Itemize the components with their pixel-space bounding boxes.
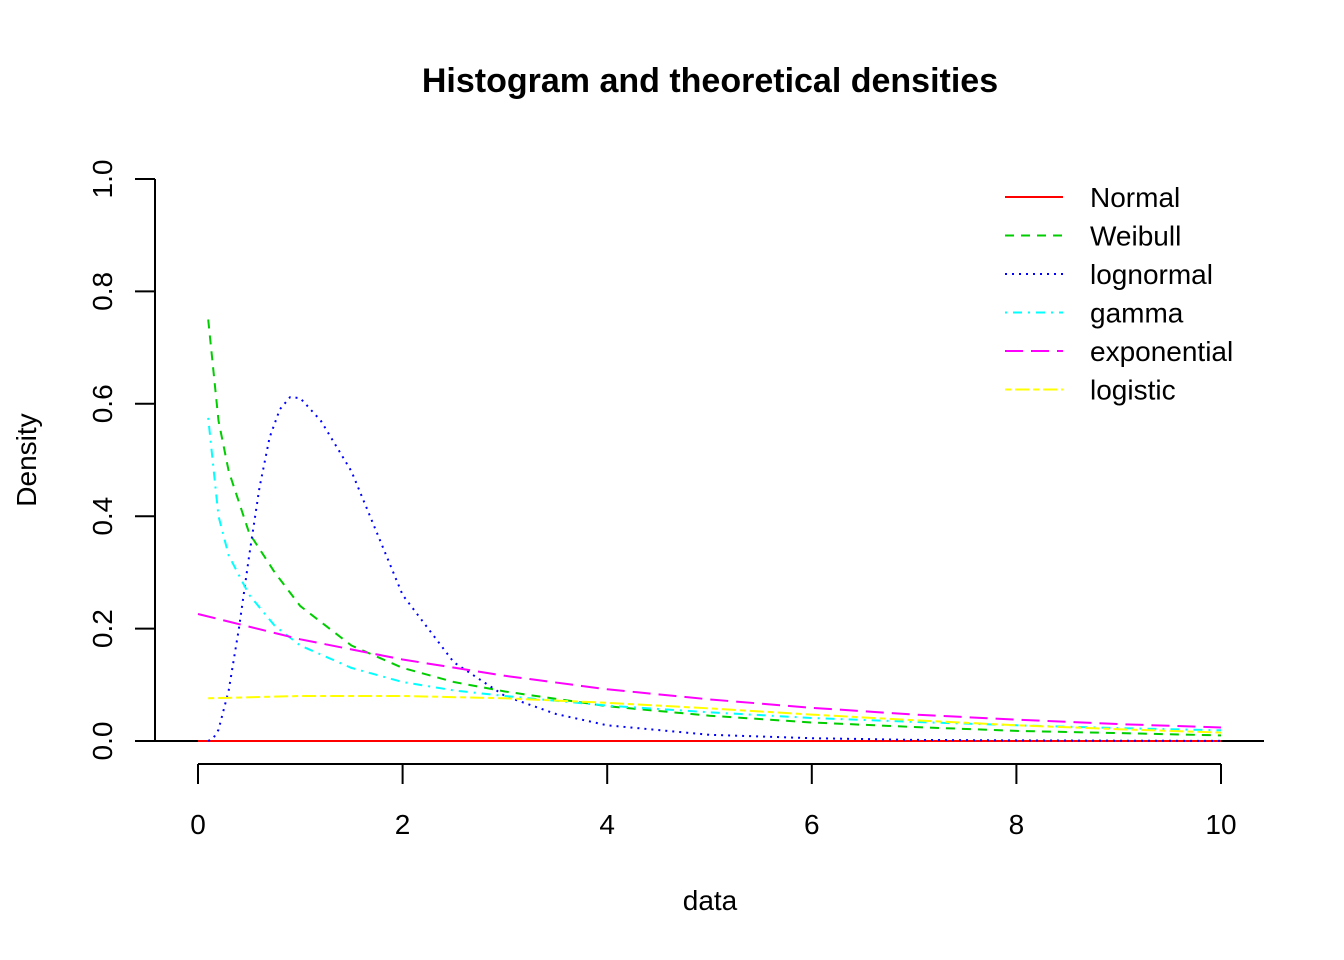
x-axis-label: data bbox=[683, 885, 738, 916]
x-tick-label: 0 bbox=[190, 809, 206, 840]
y-tick-label: 0.2 bbox=[87, 609, 118, 648]
legend-label-exponential: exponential bbox=[1090, 336, 1233, 367]
x-tick-label: 6 bbox=[804, 809, 820, 840]
legend-label-weibull: Weibull bbox=[1090, 221, 1181, 252]
legend-label-lognormal: lognormal bbox=[1090, 259, 1213, 290]
y-tick-label: 0.4 bbox=[87, 497, 118, 536]
series-line-logistic bbox=[208, 695, 1222, 734]
legend-label-normal: Normal bbox=[1090, 182, 1180, 213]
series-group bbox=[197, 319, 1222, 742]
legend: Normal Weibull lognormal gamma exponential lo… bbox=[1005, 182, 1233, 406]
legend-label-logistic: logistic bbox=[1090, 375, 1176, 406]
legend-label-gamma: gamma bbox=[1090, 298, 1184, 329]
x-tick-label: 2 bbox=[395, 809, 411, 840]
y-tick-label: 0.0 bbox=[87, 722, 118, 761]
x-tick-label: 4 bbox=[599, 809, 615, 840]
y-tick-label: 0.6 bbox=[87, 384, 118, 423]
series-line-gamma bbox=[207, 417, 1222, 732]
series-line-lognormal bbox=[207, 396, 1222, 742]
x-tick-label: 8 bbox=[1009, 809, 1025, 840]
x-tick-label: 10 bbox=[1205, 809, 1236, 840]
chart-title: Histogram and theoretical densities bbox=[422, 62, 998, 100]
series-line-exponential bbox=[197, 613, 1222, 729]
y-tick-label: 1.0 bbox=[87, 160, 118, 199]
y-tick-label: 0.8 bbox=[87, 272, 118, 311]
y-axis-label: Density bbox=[11, 413, 42, 506]
series-line-weibull bbox=[207, 319, 1222, 737]
